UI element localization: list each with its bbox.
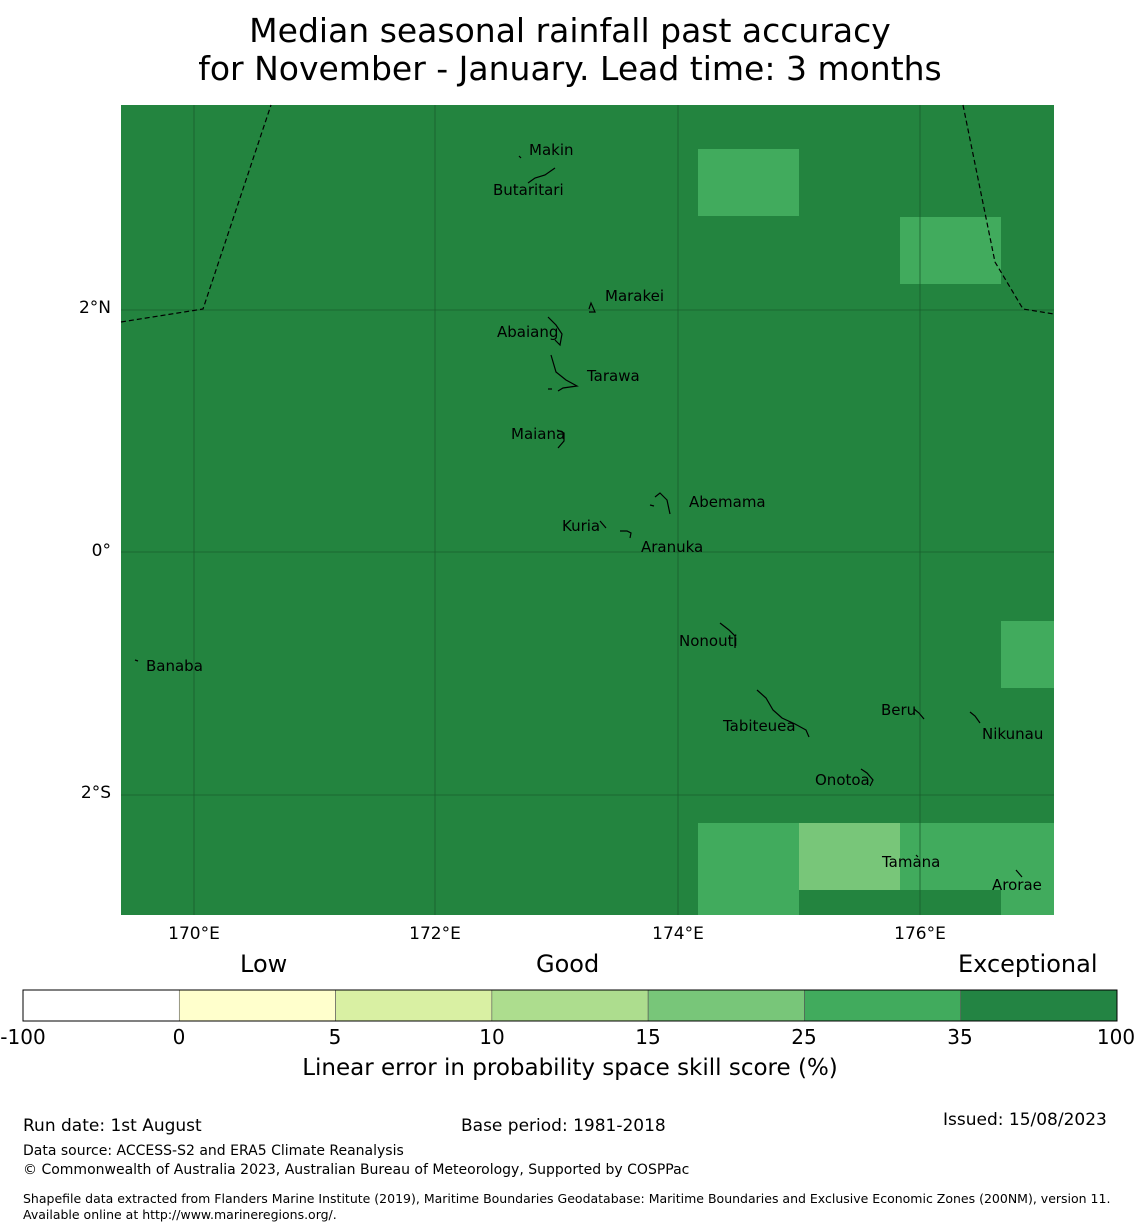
lat-label-0: 0° (91, 541, 111, 561)
colorbar-category-low: Low (240, 950, 288, 978)
place-label-nonouti: Nonouti (679, 632, 738, 650)
place-label-marakei: Marakei (605, 287, 665, 305)
skill-cell (799, 823, 900, 890)
maritime-boundary-west (120, 104, 272, 323)
place-label-banaba: Banaba (146, 657, 203, 675)
place-label-maiana: Maiana (511, 425, 566, 443)
data-source: Data source: ACCESS-S2 and ERA5 Climate … (23, 1143, 404, 1159)
map-title-line-1: Median seasonal rainfall past accuracy (249, 11, 891, 50)
lon-label-174e: 174°E (652, 924, 704, 944)
colorbar (22, 989, 1118, 1022)
place-label-tabiteuea: Tabiteuea (723, 717, 796, 735)
place-label-abaiang: Abaiang (497, 323, 559, 341)
map-title-line-2: for November - January. Lead time: 3 mon… (198, 49, 942, 88)
place-label-tamana: Tamana (882, 853, 941, 871)
shapefile-attribution: Shapefile data extracted from Flanders M… (23, 1191, 1111, 1222)
place-label-beru: Beru (881, 701, 917, 719)
maritime-boundary-east (962, 104, 1055, 315)
colorbar-frame (22, 989, 1118, 1022)
place-label-nikunau: Nikunau (982, 725, 1044, 743)
colorbar-segment (647, 989, 805, 1022)
colorbar-tick: -100 (0, 1025, 46, 1049)
colorbar-tick: 35 (947, 1025, 973, 1049)
colorbar-label: Linear error in probability space skill … (302, 1055, 838, 1081)
place-label-makin: Makin (529, 141, 574, 159)
place-label-aranuka: Aranuka (641, 538, 704, 556)
skill-cell (1001, 890, 1054, 915)
colorbar-tick: 25 (791, 1025, 817, 1049)
lon-label-176e: 176°E (894, 924, 946, 944)
place-label-butaritari: Butaritari (493, 181, 564, 199)
skill-cell (698, 149, 799, 216)
skill-cell (698, 823, 799, 915)
place-label-abemama: Abemama (689, 493, 766, 511)
map-canvas (120, 104, 1055, 915)
base-period: Base period: 1981-2018 (461, 1116, 666, 1136)
skill-cell (1001, 621, 1054, 688)
graticule (121, 105, 1054, 915)
colorbar-tick: 0 (172, 1025, 186, 1049)
lat-label-2n: 2°N (78, 298, 111, 318)
map-background (121, 105, 1054, 915)
colorbar-segment (22, 989, 180, 1022)
colorbar-segment (804, 989, 962, 1022)
place-label-onotoa: Onotoa (815, 771, 870, 789)
colorbar-tick: 15 (635, 1025, 661, 1049)
skill-cell (900, 823, 1054, 890)
colorbar-segment (335, 989, 493, 1022)
colorbar-category-exceptional: Exceptional (958, 950, 1098, 978)
lon-label-170e: 170°E (168, 924, 220, 944)
run-date: Run date: 1st August (23, 1116, 202, 1136)
colorbar-tick: 10 (479, 1025, 505, 1049)
colorbar-segment (960, 989, 1118, 1022)
colorbar-segment (178, 989, 336, 1022)
place-label-arorae: Arorae (992, 876, 1042, 894)
lat-label-2s: 2°S (80, 783, 111, 803)
colorbar-tick: 100 (1096, 1025, 1136, 1049)
colorbar-tick: 5 (328, 1025, 342, 1049)
island-outlines (134, 155, 1023, 878)
place-label-tarawa: Tarawa (587, 367, 640, 385)
lon-label-172e: 172°E (409, 924, 461, 944)
skill-cell (900, 217, 1001, 284)
copyright: © Commonwealth of Australia 2023, Austra… (23, 1162, 690, 1178)
colorbar-segment (491, 989, 649, 1022)
place-label-kuria: Kuria (562, 517, 601, 535)
issued-date: Issued: 15/08/2023 (943, 1110, 1107, 1130)
colorbar-category-good: Good (536, 950, 600, 978)
